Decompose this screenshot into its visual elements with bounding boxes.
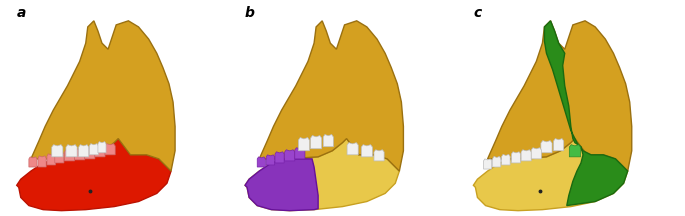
Polygon shape — [98, 142, 106, 153]
Polygon shape — [285, 150, 295, 161]
Text: a: a — [16, 6, 26, 20]
Text: c: c — [473, 6, 482, 20]
Polygon shape — [488, 21, 632, 171]
Polygon shape — [89, 144, 99, 155]
Polygon shape — [64, 150, 75, 161]
Polygon shape — [521, 150, 532, 161]
Polygon shape — [85, 148, 95, 159]
Polygon shape — [38, 156, 46, 167]
Polygon shape — [493, 156, 501, 167]
Polygon shape — [47, 154, 55, 165]
Polygon shape — [275, 152, 284, 163]
Polygon shape — [75, 149, 85, 160]
Polygon shape — [473, 139, 627, 211]
Polygon shape — [295, 148, 305, 159]
Polygon shape — [16, 139, 171, 211]
Polygon shape — [52, 145, 63, 157]
Polygon shape — [299, 138, 310, 151]
Polygon shape — [55, 152, 64, 163]
Polygon shape — [501, 154, 510, 165]
Polygon shape — [79, 145, 89, 157]
Polygon shape — [512, 152, 521, 163]
Polygon shape — [323, 135, 334, 147]
Polygon shape — [553, 139, 564, 151]
Polygon shape — [361, 145, 373, 157]
Polygon shape — [310, 136, 322, 149]
Polygon shape — [484, 159, 492, 169]
Polygon shape — [258, 157, 265, 167]
Polygon shape — [532, 148, 541, 159]
Polygon shape — [541, 141, 552, 153]
Polygon shape — [347, 143, 358, 155]
Text: b: b — [245, 6, 255, 20]
Polygon shape — [105, 144, 115, 155]
Polygon shape — [66, 145, 77, 157]
Polygon shape — [245, 159, 318, 211]
Polygon shape — [374, 150, 384, 161]
Polygon shape — [95, 146, 105, 157]
Polygon shape — [245, 139, 399, 211]
Polygon shape — [545, 21, 627, 206]
Polygon shape — [266, 155, 275, 165]
Polygon shape — [29, 157, 37, 167]
Polygon shape — [259, 21, 403, 171]
Polygon shape — [31, 21, 175, 171]
Polygon shape — [569, 145, 580, 157]
